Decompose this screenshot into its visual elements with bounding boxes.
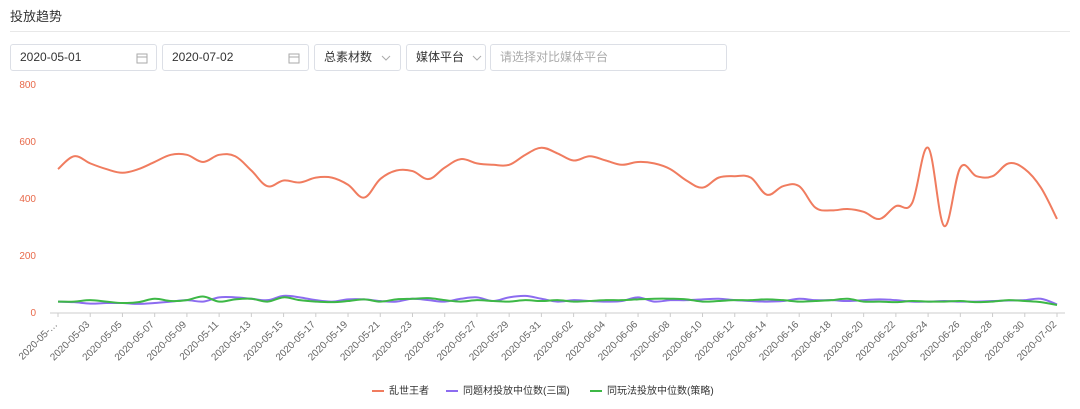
start-date[interactable]: 2020-05-01 [10,44,157,71]
calendar-icon [136,53,148,64]
platform-text: 媒体平台 [416,50,465,64]
legend-label: 乱世王者 [389,385,429,397]
platform-select[interactable]: 媒体平台 [406,44,486,71]
compare-placeholder: 请选择对比媒体平台 [500,50,609,64]
y-tick-label: 400 [19,194,36,205]
y-tick-label: 200 [19,251,36,262]
page-title: 投放趋势 [10,9,63,24]
arrow-icon [472,55,482,61]
y-tick-label: 600 [19,137,36,148]
legend-label: 同玩法投放中位数(策略) [607,384,714,397]
calendar-icon [288,53,300,64]
legend-label: 同题材投放中位数(三国) [463,384,570,397]
end-date-text: 2020-07-02 [172,50,234,64]
series-line [57,294,1058,306]
arrow-icon [381,55,391,61]
y-tick-label: 800 [19,80,36,91]
series-line [57,295,1058,307]
end-date[interactable]: 2020-07-02 [162,44,309,71]
metric-text: 总素材数 [324,50,373,64]
start-date-text: 2020-05-01 [20,50,82,64]
compare-select[interactable]: 请选择对比媒体平台 [490,44,727,71]
metric-select[interactable]: 总素材数 [314,44,401,71]
y-tick-label: 0 [30,308,36,319]
separator [10,31,1070,32]
series-line [57,146,1058,228]
